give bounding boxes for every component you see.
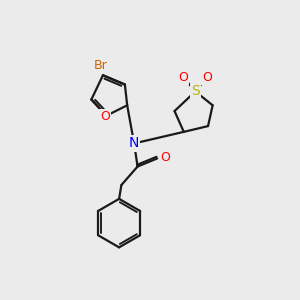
- Text: Br: Br: [94, 59, 107, 72]
- Text: O: O: [202, 70, 212, 84]
- Text: N: N: [129, 136, 139, 150]
- Text: O: O: [160, 151, 170, 164]
- Text: O: O: [100, 110, 110, 123]
- Text: O: O: [178, 70, 188, 84]
- Text: S: S: [191, 84, 200, 98]
